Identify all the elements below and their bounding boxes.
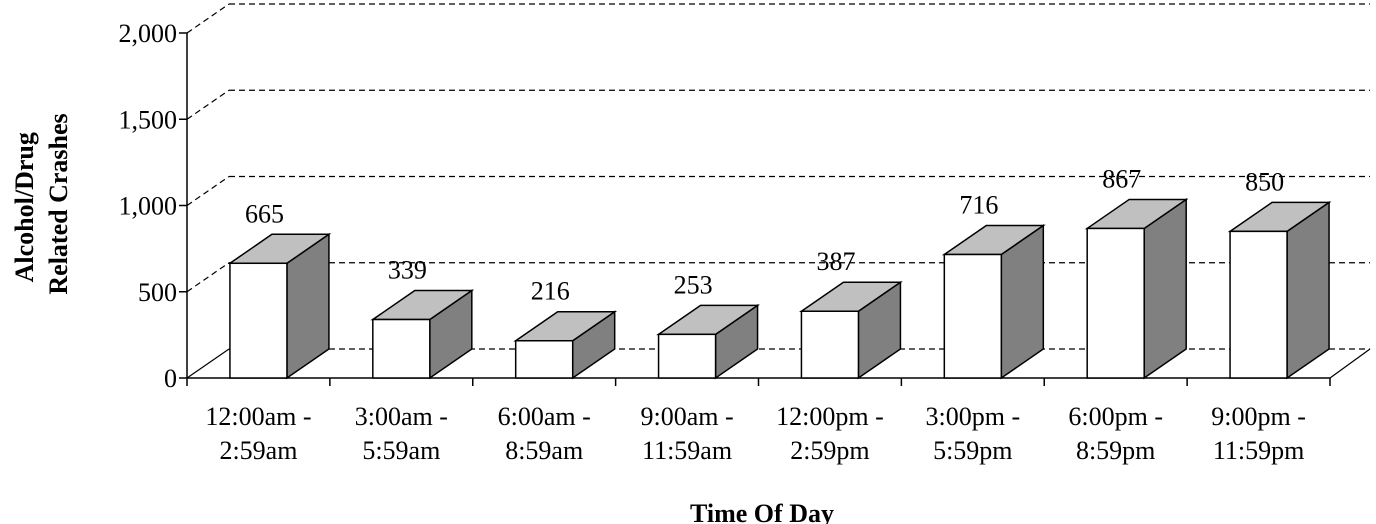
gridline-depth (186, 89, 230, 120)
y-axis-title-line-1: Alcohol/Drug (10, 132, 39, 282)
chart-floor (186, 348, 1371, 379)
bar (656, 303, 760, 380)
y-tick-label: 1,500 (119, 105, 178, 134)
y-axis: 0 500 1,000 1,500 2,000 (119, 19, 188, 393)
x-tick-label-line: 5:59am (362, 436, 440, 465)
bar (370, 289, 475, 380)
bar-front (1086, 227, 1145, 379)
x-tick-label-line: 12:00pm - (776, 402, 884, 431)
x-tick-label: 6:00am - 8:59am (498, 402, 591, 465)
data-label: 867 (1102, 164, 1141, 193)
y-axis-title-line-2: Related Crashes (44, 113, 73, 294)
x-axis-title: Time Of Day (690, 499, 834, 524)
bar (799, 280, 903, 380)
floor-left-edge (186, 348, 230, 379)
data-label: 216 (531, 277, 570, 306)
y-tick-label: 500 (138, 278, 177, 307)
x-tick-label-line: 3:00am - (355, 402, 448, 431)
data-label: 850 (1245, 167, 1284, 196)
x-tick-label-line: 8:59am (505, 436, 583, 465)
bar-front (514, 339, 574, 379)
x-tick-label: 9:00pm - 11:59pm (1211, 402, 1306, 465)
x-tick-label-line: 2:59pm (790, 436, 869, 465)
y-tick-label: 1,000 (119, 192, 178, 221)
x-tick-label: 3:00pm - 5:59pm (926, 402, 1021, 465)
bar-side (1286, 200, 1330, 380)
y-tick-label: 0 (164, 364, 177, 393)
x-tick-label: 12:00pm - 2:59pm (776, 402, 884, 465)
x-tick-label-line: 11:59am (642, 436, 732, 465)
data-labels: 665 339 216 253 387 716 867 850 (245, 164, 1284, 305)
x-tick-label-line: 9:00pm - (1211, 402, 1306, 431)
category-labels: 12:00am - 2:59am 3:00am - 5:59am 6:00am - 8:5… (205, 402, 1306, 465)
x-tick-label-line: 2:59am (219, 436, 297, 465)
data-label: 339 (388, 256, 427, 285)
x-tick-label-line: 11:59pm (1213, 436, 1304, 465)
bar (941, 224, 1046, 380)
x-tick-label-line: 8:59pm (1076, 436, 1155, 465)
bar-front (229, 262, 288, 379)
data-label: 665 (245, 199, 284, 228)
x-tick-label-line: 5:59pm (933, 436, 1012, 465)
bar-front (1229, 230, 1288, 379)
x-axis (186, 377, 1331, 386)
gridline-depth (186, 262, 230, 293)
bar-side (1143, 198, 1187, 380)
bar-front (800, 310, 860, 379)
bars (227, 198, 1332, 380)
bar-front (372, 318, 431, 379)
floor-right-edge (1329, 348, 1371, 379)
bar (1084, 198, 1189, 380)
bar (513, 310, 618, 380)
x-tick-label-line: 3:00pm - (926, 402, 1021, 431)
x-tick-label-line: 6:00pm - (1068, 402, 1163, 431)
gridline-depth (186, 3, 230, 34)
bar-front (657, 333, 717, 379)
data-label: 387 (816, 247, 855, 276)
data-label: 253 (674, 270, 713, 299)
x-tick-label-line: 6:00am - (498, 402, 591, 431)
x-tick-label-line: 9:00am - (640, 402, 733, 431)
bar (227, 232, 332, 380)
x-tick-label: 9:00am - 11:59am (640, 402, 733, 465)
x-tick-label: 12:00am - 2:59am (205, 402, 311, 465)
bar-front (943, 253, 1003, 379)
y-axis-title: Alcohol/Drug Related Crashes (10, 113, 73, 294)
y-tick-label: 2,000 (119, 19, 178, 48)
x-tick-label-line: 12:00am - (205, 402, 311, 431)
bar (1227, 200, 1332, 380)
x-tick-label: 6:00pm - 8:59pm (1068, 402, 1163, 465)
x-tick-label: 3:00am - 5:59am (355, 402, 448, 465)
data-label: 716 (959, 190, 998, 219)
gridlines (186, 3, 1370, 350)
gridline-depth (186, 176, 230, 206)
